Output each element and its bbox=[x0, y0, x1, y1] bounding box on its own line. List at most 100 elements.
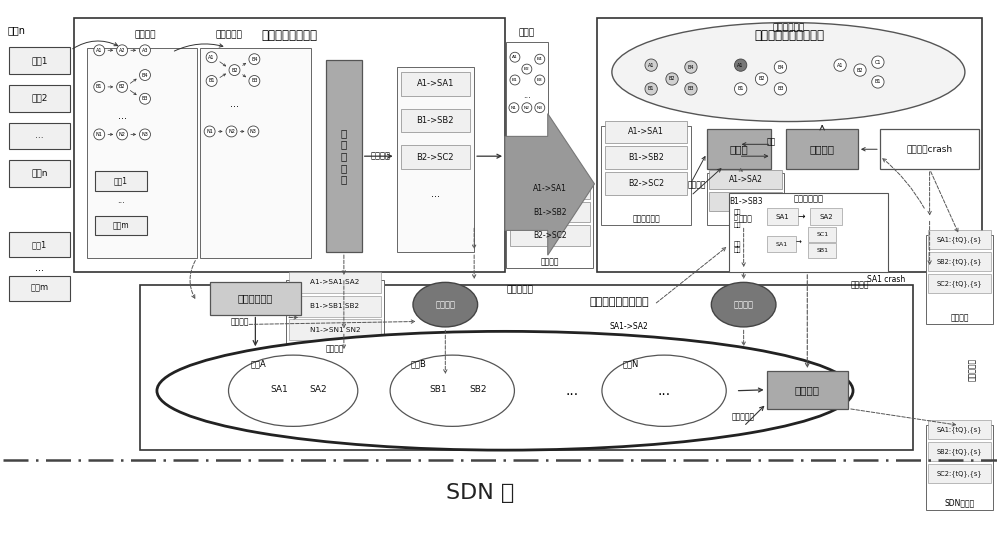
Text: A1->SA1: A1->SA1 bbox=[533, 184, 567, 193]
Text: 通知执行: 通知执行 bbox=[734, 300, 754, 309]
Text: 需求规划调度模块: 需求规划调度模块 bbox=[262, 30, 318, 43]
Bar bbox=[9, 276, 70, 301]
Text: B1->SB3: B1->SB3 bbox=[729, 197, 762, 206]
Text: B3: B3 bbox=[251, 78, 258, 84]
Text: SA1->SA2: SA1->SA2 bbox=[610, 322, 649, 331]
Ellipse shape bbox=[390, 355, 514, 427]
Circle shape bbox=[509, 103, 519, 113]
Circle shape bbox=[249, 76, 260, 86]
Text: B1->SB2: B1->SB2 bbox=[628, 153, 664, 162]
Bar bbox=[510, 202, 590, 222]
Text: B1: B1 bbox=[737, 86, 744, 91]
Text: 重调度: 重调度 bbox=[730, 144, 749, 154]
Text: B1: B1 bbox=[648, 86, 654, 91]
Text: 模板m: 模板m bbox=[113, 221, 129, 230]
Circle shape bbox=[94, 45, 105, 56]
Text: N2: N2 bbox=[119, 132, 126, 137]
Circle shape bbox=[535, 75, 545, 85]
Text: 任务映射总表: 任务映射总表 bbox=[632, 214, 660, 223]
Text: 检测服务crash: 检测服务crash bbox=[907, 145, 953, 154]
Text: 更新状态: 更新状态 bbox=[851, 280, 869, 289]
Bar bbox=[74, 18, 505, 272]
Bar bbox=[95, 215, 147, 235]
Text: 工
作
流
调
度: 工 作 流 调 度 bbox=[341, 128, 347, 184]
Bar bbox=[601, 126, 691, 226]
Text: N2: N2 bbox=[228, 129, 235, 134]
Bar bbox=[9, 123, 70, 149]
Text: A1: A1 bbox=[512, 55, 518, 59]
Ellipse shape bbox=[229, 355, 358, 427]
Bar bbox=[87, 48, 197, 258]
Text: 更新映射: 更新映射 bbox=[688, 180, 706, 190]
Circle shape bbox=[140, 129, 150, 140]
Text: ...: ... bbox=[117, 196, 125, 205]
Text: SA1:{tQ},{s}: SA1:{tQ},{s} bbox=[937, 427, 982, 433]
Bar bbox=[707, 173, 784, 226]
Bar bbox=[210, 282, 301, 314]
Circle shape bbox=[774, 61, 787, 73]
Bar bbox=[401, 109, 470, 132]
Bar bbox=[808, 227, 836, 242]
Bar bbox=[767, 237, 796, 252]
Text: N1: N1 bbox=[511, 106, 517, 110]
Bar bbox=[506, 184, 593, 268]
Bar bbox=[709, 170, 782, 189]
Circle shape bbox=[248, 126, 259, 137]
Ellipse shape bbox=[602, 355, 726, 427]
Bar bbox=[289, 320, 381, 340]
Bar bbox=[597, 18, 982, 272]
Text: 需求n: 需求n bbox=[31, 169, 48, 178]
Text: B1->SB2: B1->SB2 bbox=[533, 207, 566, 217]
Text: A1: A1 bbox=[837, 63, 843, 68]
Text: 服务映射: 服务映射 bbox=[326, 345, 344, 354]
Bar bbox=[707, 130, 771, 169]
Circle shape bbox=[854, 64, 866, 76]
Text: 规划映射: 规划映射 bbox=[371, 152, 391, 161]
Text: B3: B3 bbox=[777, 86, 784, 91]
Bar bbox=[9, 232, 70, 257]
Bar bbox=[928, 231, 991, 249]
Bar bbox=[9, 160, 70, 187]
Text: B4: B4 bbox=[777, 65, 784, 70]
Text: 动态服务替换: 动态服务替换 bbox=[793, 194, 823, 203]
Circle shape bbox=[774, 83, 787, 95]
Text: A1->SA1: A1->SA1 bbox=[628, 127, 664, 137]
Circle shape bbox=[535, 54, 545, 64]
Bar bbox=[605, 146, 687, 169]
Ellipse shape bbox=[157, 332, 853, 450]
Text: ...: ... bbox=[35, 131, 44, 140]
Text: →: → bbox=[795, 240, 801, 246]
Text: B4: B4 bbox=[142, 72, 148, 78]
Text: 任务映射: 任务映射 bbox=[540, 258, 559, 267]
Text: B1: B1 bbox=[512, 78, 518, 82]
Circle shape bbox=[834, 59, 846, 71]
Polygon shape bbox=[505, 113, 594, 255]
Bar bbox=[767, 208, 798, 226]
Text: B3: B3 bbox=[142, 96, 148, 102]
Bar bbox=[928, 252, 991, 271]
Circle shape bbox=[117, 129, 128, 140]
Text: B2: B2 bbox=[524, 67, 530, 71]
Text: 调用接口: 调用接口 bbox=[230, 317, 249, 326]
Text: SA2: SA2 bbox=[819, 213, 833, 220]
Text: SB1: SB1 bbox=[816, 248, 828, 253]
Circle shape bbox=[510, 52, 520, 62]
Text: N1: N1 bbox=[206, 129, 213, 134]
Text: C1: C1 bbox=[875, 59, 881, 65]
Circle shape bbox=[734, 59, 747, 71]
Text: SC2:{tQ},{s}: SC2:{tQ},{s} bbox=[937, 280, 982, 287]
Circle shape bbox=[645, 83, 657, 95]
Text: 服务状态: 服务状态 bbox=[950, 313, 969, 322]
Text: B2: B2 bbox=[758, 77, 765, 82]
Text: B3: B3 bbox=[537, 78, 543, 82]
Text: A1: A1 bbox=[96, 48, 102, 53]
Circle shape bbox=[94, 82, 105, 92]
Text: 模板1: 模板1 bbox=[32, 240, 47, 249]
Text: 模板1: 模板1 bbox=[114, 177, 128, 185]
Circle shape bbox=[666, 73, 678, 85]
Text: N3: N3 bbox=[250, 129, 257, 134]
Text: A1: A1 bbox=[648, 63, 654, 68]
Bar bbox=[300, 377, 336, 403]
Text: SB2:{tQ},{s}: SB2:{tQ},{s} bbox=[937, 448, 982, 455]
Bar bbox=[9, 48, 70, 74]
